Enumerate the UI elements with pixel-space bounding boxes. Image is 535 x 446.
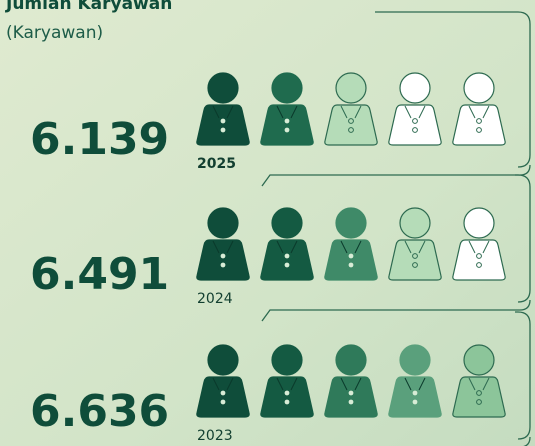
icon-head <box>399 207 431 239</box>
icon-body <box>452 239 506 281</box>
icon-button <box>220 390 226 396</box>
icon-body <box>196 239 250 281</box>
rows: 6.139 2025 6.491 2024 6.636 2023 <box>30 11 531 446</box>
icon-button <box>412 127 418 133</box>
icon-button <box>476 253 482 259</box>
icon-collar <box>340 105 362 119</box>
icon-button <box>476 399 482 405</box>
icon-head <box>271 344 303 376</box>
year: 2024 <box>197 291 233 307</box>
frame-line <box>515 311 531 440</box>
icon-button <box>476 127 482 133</box>
icon-body <box>452 104 506 146</box>
icon-collar <box>212 105 234 119</box>
icon-head <box>207 72 239 104</box>
frame-line <box>515 174 531 303</box>
icon-button <box>476 262 482 268</box>
icon-body <box>324 239 378 281</box>
icon-button <box>220 399 226 405</box>
subtitle: (Karyawan) <box>6 23 103 43</box>
icon-body <box>388 376 442 418</box>
icon-body <box>324 376 378 418</box>
icon-head <box>335 344 367 376</box>
icon-head <box>335 207 367 239</box>
icon-button <box>348 127 354 133</box>
value: 6.636 <box>30 386 169 437</box>
icon-body <box>452 376 506 418</box>
icon-head <box>463 72 495 104</box>
year-line <box>261 299 531 322</box>
value: 6.139 <box>30 114 169 165</box>
icon-button <box>220 127 226 133</box>
icon-body <box>196 376 250 418</box>
icon-button <box>348 118 354 124</box>
icon-button <box>284 253 290 259</box>
icon-button <box>412 253 418 259</box>
icon-collar <box>212 240 234 254</box>
icon-button <box>348 262 354 268</box>
icon-collar <box>276 377 298 391</box>
icon-button <box>476 390 482 396</box>
year: 2025 <box>197 156 236 172</box>
icon-button <box>412 390 418 396</box>
icon-button <box>284 118 290 124</box>
icon-head <box>271 207 303 239</box>
icon-body <box>260 104 314 146</box>
icon-button <box>476 118 482 124</box>
icon-body <box>388 239 442 281</box>
icon-button <box>412 118 418 124</box>
icon-head <box>271 72 303 104</box>
icon-button <box>220 118 226 124</box>
icon-body <box>260 239 314 281</box>
icon-button <box>412 262 418 268</box>
icon-head <box>207 344 239 376</box>
icon-button <box>220 262 226 268</box>
icon-collar <box>276 240 298 254</box>
icon-collar <box>468 105 490 119</box>
icon-body <box>260 376 314 418</box>
icon-head <box>463 207 495 239</box>
icon-button <box>348 253 354 259</box>
icon-collar <box>404 240 426 254</box>
icon-body <box>324 104 378 146</box>
icon-button <box>220 253 226 259</box>
icon-body <box>196 104 250 146</box>
icon-head <box>399 72 431 104</box>
icon-collar <box>212 377 234 391</box>
icon-button <box>284 127 290 133</box>
icon-button <box>348 390 354 396</box>
icon-collar <box>276 105 298 119</box>
icon-head <box>399 344 431 376</box>
icon-collar <box>340 377 362 391</box>
icon-button <box>348 399 354 405</box>
icon-collar <box>404 377 426 391</box>
year: 2023 <box>197 428 233 444</box>
icon-collar <box>404 105 426 119</box>
icon-button <box>412 399 418 405</box>
icon-collar <box>340 240 362 254</box>
icon-button <box>284 262 290 268</box>
icon-body <box>388 104 442 146</box>
title: Jumlah Karyawan <box>5 0 172 14</box>
value: 6.491 <box>30 249 169 300</box>
frame-line <box>375 11 531 168</box>
icon-head <box>207 207 239 239</box>
icon-collar <box>468 240 490 254</box>
icon-button <box>284 399 290 405</box>
icon-button <box>284 390 290 396</box>
icon-head <box>463 344 495 376</box>
icon-collar <box>468 377 490 391</box>
icon-head <box>335 72 367 104</box>
